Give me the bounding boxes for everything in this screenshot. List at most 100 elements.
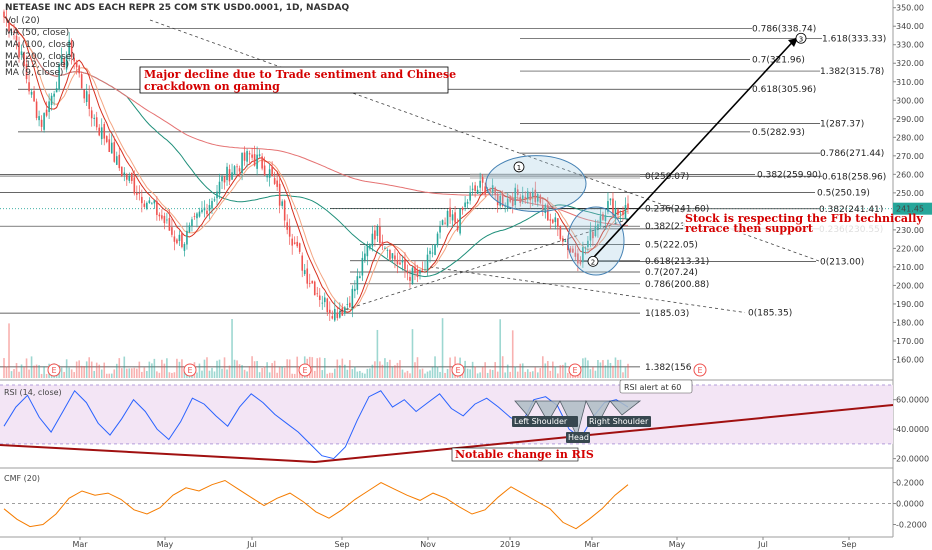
candle-body	[193, 215, 196, 217]
candle-body	[25, 64, 28, 80]
volume-bar	[286, 359, 288, 378]
volume-bar	[60, 367, 63, 378]
volume-bar	[18, 371, 20, 378]
candle-body	[181, 233, 183, 248]
rsi-note-box	[451, 447, 579, 462]
candle-body	[544, 204, 547, 213]
candle-body	[614, 208, 617, 219]
price-tick-label: 320.00	[896, 59, 924, 68]
volume-bar	[20, 364, 23, 378]
candle-body	[263, 165, 266, 176]
volume-bar	[281, 366, 283, 378]
volume-bar	[313, 370, 316, 378]
candle-body	[95, 117, 98, 128]
candle-body	[241, 152, 243, 174]
candle-body	[50, 95, 53, 105]
candle-body	[143, 203, 146, 207]
candle-body	[286, 222, 288, 230]
candle-body	[123, 172, 126, 174]
candle-body	[328, 309, 331, 314]
candle-body	[609, 198, 612, 201]
volume-bar	[216, 360, 218, 378]
volume-bar	[161, 359, 163, 378]
candle-body	[276, 180, 278, 187]
candle-body	[266, 175, 268, 178]
candle-body	[459, 208, 461, 234]
candle-body	[161, 215, 163, 219]
volume-bar	[371, 364, 374, 378]
candle-body	[125, 174, 128, 180]
candle-body	[479, 180, 481, 188]
volume-bar	[594, 370, 597, 378]
legend-ma200: MA (200, close)	[5, 52, 75, 62]
volume-bar	[394, 365, 396, 378]
candle-body	[421, 269, 424, 270]
candle-body	[58, 63, 60, 90]
candle-body	[301, 255, 304, 271]
candle-body	[115, 156, 118, 165]
candle-body	[519, 196, 522, 203]
candle-body	[599, 216, 602, 226]
candle-body	[65, 55, 68, 70]
candle-body	[587, 240, 589, 248]
rsi-panel: RSI (14, close) 60.0000 40.0000 20.0000 RSI …	[0, 379, 929, 464]
candle-body	[444, 222, 446, 224]
volume-bar	[564, 362, 567, 378]
last-price-badge	[893, 202, 932, 215]
candle-body	[218, 181, 221, 195]
candle-body	[434, 244, 436, 255]
candle-body	[604, 215, 607, 222]
volume-bar	[143, 367, 146, 378]
fib-level-label: 0.236(241.60)	[645, 204, 709, 214]
volume-bar	[206, 357, 208, 378]
volume-bar	[105, 373, 108, 378]
volume-bar	[273, 360, 276, 378]
candle-body	[163, 215, 166, 224]
volume-bar	[333, 368, 336, 378]
candle-body	[564, 240, 567, 243]
top-ellipse	[485, 155, 587, 213]
candle-body	[339, 311, 341, 318]
candle-body	[138, 192, 141, 194]
candle-body	[303, 270, 306, 275]
volume-bar	[429, 370, 431, 378]
candle-body	[183, 243, 186, 251]
candle-body	[141, 196, 143, 204]
fib-note-line1: Stock is respecting the FIb technically	[685, 212, 923, 225]
volume-bar	[351, 369, 354, 378]
volume-bar	[233, 359, 236, 378]
candle-body	[321, 302, 324, 304]
candle-body	[394, 255, 396, 260]
volume-bar	[263, 366, 266, 378]
volume-bar	[326, 373, 329, 378]
legend-ma50: MA (50, close)	[5, 28, 70, 38]
volume-bar	[271, 363, 273, 378]
candle-body	[471, 188, 474, 190]
candle-body	[268, 169, 271, 178]
candle-body	[213, 199, 216, 201]
candle-body	[146, 202, 148, 209]
candle-body	[429, 250, 431, 255]
candle-body	[173, 236, 176, 242]
volume-bar	[439, 371, 441, 378]
volume-bar	[602, 360, 604, 378]
volume-bar	[148, 361, 151, 378]
volume-bar	[65, 359, 68, 378]
volume-bar	[486, 372, 489, 378]
wave-marker-label: 1	[517, 164, 521, 172]
volume-bar	[33, 365, 35, 378]
volume-bar	[13, 369, 15, 378]
candles-layer	[3, 9, 629, 322]
candle-body	[206, 210, 208, 215]
candle-body	[509, 196, 512, 202]
volume-bar	[80, 365, 83, 378]
candle-body	[5, 18, 8, 20]
candle-body	[359, 276, 361, 279]
candle-body	[572, 248, 574, 253]
fib-level-label: 0.382(241.41)	[819, 205, 883, 215]
candle-body	[446, 210, 449, 226]
candle-body	[474, 185, 476, 191]
volume-bar	[599, 362, 602, 378]
candle-body	[451, 214, 454, 221]
candle-body	[293, 242, 296, 244]
